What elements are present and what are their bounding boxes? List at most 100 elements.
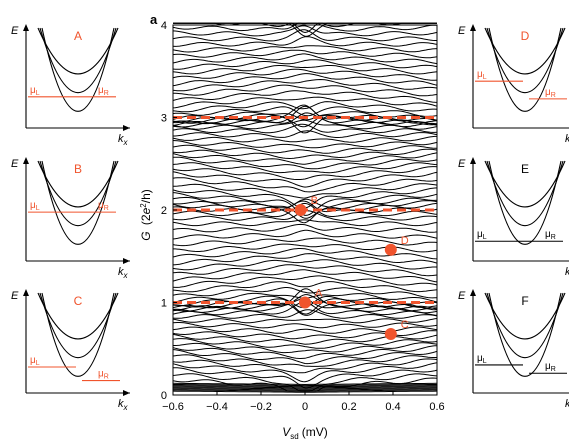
conductance-trace [172, 177, 438, 193]
conductance-trace [172, 106, 438, 117]
conductance-trace [172, 152, 438, 165]
conductance-trace [172, 275, 438, 288]
mu-left-subscript: L [483, 234, 487, 241]
subband-curve [41, 292, 115, 377]
inset-letter: E [521, 162, 529, 176]
conductance-trace [173, 384, 437, 387]
conductance-trace [172, 78, 438, 92]
subband-curve [39, 27, 117, 93]
subband-curve [41, 27, 115, 112]
conductance-trace [172, 162, 438, 174]
inset-f: Ekx μL μR F [458, 289, 569, 412]
mu-left-label: μL [477, 69, 487, 81]
subband-curve [37, 292, 119, 340]
mu-left-label: μL [30, 85, 40, 97]
y-tick-label: 1 [161, 298, 167, 310]
conductance-trace [173, 130, 438, 138]
conductance-trace [172, 382, 438, 386]
k-axis-label: kx [565, 398, 569, 412]
x-tick-label: 0.2 [341, 401, 356, 413]
subband-curve [486, 160, 564, 226]
inset-a: Ekx μL μR A [11, 24, 130, 147]
conductance-trace [172, 192, 438, 216]
conductance-trace [172, 29, 437, 42]
mu-left-label: μL [477, 353, 487, 365]
subband-curve [488, 27, 562, 112]
conductance-trace [173, 387, 437, 390]
conductance-trace [172, 36, 438, 47]
conductance-trace [172, 112, 438, 128]
subband-curve [39, 160, 117, 226]
inset-letter: A [74, 29, 82, 43]
conductance-trace [172, 223, 438, 233]
conductance-trace [172, 156, 438, 170]
mu-left-subscript: L [36, 90, 40, 97]
conductance-trace [172, 349, 438, 365]
marker-label: C [401, 319, 409, 331]
conductance-trace [172, 229, 438, 240]
y-tick-label: 4 [161, 20, 167, 32]
x-tick-label: −0.4 [206, 401, 228, 413]
conductance-trace [172, 65, 438, 75]
conductance-trace [172, 287, 438, 299]
arrow-icon [23, 289, 29, 296]
inset-letter: F [521, 294, 528, 308]
mu-right-subscript: R [104, 374, 109, 381]
x-tick-label: 0.4 [385, 401, 400, 413]
mu-left-label: μL [30, 355, 40, 367]
marker-point [294, 204, 307, 216]
conductance-trace [173, 243, 438, 253]
inset-letter: D [521, 29, 530, 43]
subband-curve [488, 160, 562, 245]
conductance-trace [172, 338, 438, 349]
energy-axis-label: E [11, 290, 19, 302]
conductance-trace [172, 202, 438, 218]
mu-left-label: μL [477, 229, 487, 241]
conductance-trace [173, 388, 437, 391]
subband-curve [484, 27, 566, 75]
panel-label: a [150, 12, 158, 27]
conductance-trace [173, 84, 438, 97]
energy-axis-label: E [458, 158, 466, 170]
conductance-trace [173, 342, 438, 354]
conductance-trace [172, 200, 438, 224]
mu-right-label: μR [545, 87, 556, 99]
conductance-curves [172, 22, 438, 393]
k-axis-subscript: x [123, 403, 129, 412]
conductance-trace [172, 59, 438, 70]
marker-label: D [401, 235, 409, 247]
y-axis-label: G (2e2/h) [139, 189, 154, 241]
subband-curve [39, 292, 117, 358]
conductance-trace [172, 294, 437, 312]
conductance-trace [173, 22, 437, 25]
k-axis-subscript: x [123, 138, 129, 147]
subband-curve [486, 27, 564, 93]
conductance-trace [172, 90, 438, 103]
band-diagram-insets: EkxμLμRAEkxμLμRBEkxμLμRCEkxμLμRDEkxμLμRE… [11, 24, 569, 412]
mu-left-subscript: L [483, 358, 487, 365]
energy-axis-label: E [11, 158, 19, 170]
conductance-trace [172, 358, 438, 374]
conductance-trace [172, 259, 437, 271]
mu-left-subscript: L [36, 360, 40, 367]
mu-right-subscript: R [104, 205, 109, 212]
conductance-trace [172, 219, 438, 227]
mu-left-subscript: L [483, 74, 487, 81]
marker-label: A [315, 288, 323, 300]
mu-right-subscript: R [104, 90, 109, 97]
marker-label: B [311, 195, 318, 207]
conductance-trace [172, 144, 438, 154]
conductance-trace [172, 73, 438, 87]
conductance-trace [172, 166, 438, 180]
conductance-trace [172, 333, 438, 345]
conductance-trace [172, 68, 438, 81]
conductance-trace [172, 269, 438, 283]
conductance-trace [172, 105, 438, 126]
arrow-icon [470, 289, 476, 296]
inset-c: Ekx μL μR C [11, 289, 130, 412]
mu-left-subscript: L [36, 205, 40, 212]
conductance-trace [172, 148, 438, 160]
mu-right-subscript: R [551, 366, 556, 373]
subband-curve [484, 160, 566, 208]
